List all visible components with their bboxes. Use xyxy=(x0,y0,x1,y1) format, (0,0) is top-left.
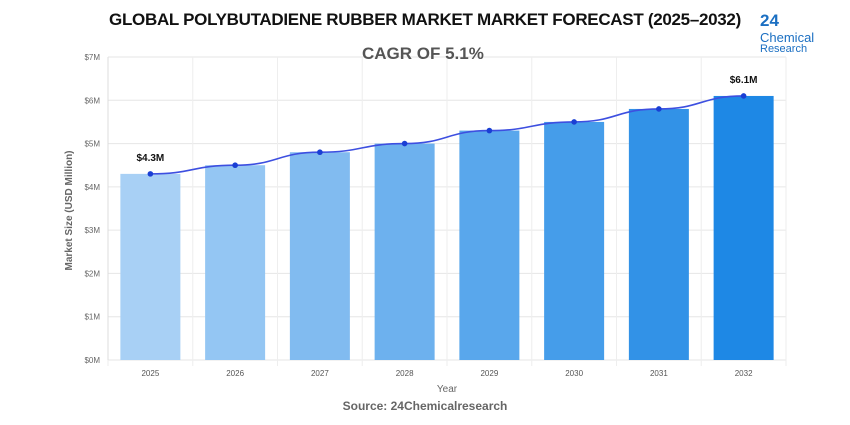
y-tick-label: $1M xyxy=(84,313,100,322)
x-tick-label: 2026 xyxy=(226,369,244,378)
x-tick-label: 2028 xyxy=(396,369,414,378)
bar-2025 xyxy=(120,173,181,360)
trend-point-2027 xyxy=(317,149,323,156)
x-axis-title: Year xyxy=(437,384,458,395)
chart-subtitle: CAGR OF 5.1% xyxy=(362,44,484,63)
logo: 24 Chemical Research xyxy=(760,10,814,55)
data-label: $6.1M xyxy=(730,75,758,86)
y-tick-label: $5M xyxy=(84,140,100,149)
trend-point-2026 xyxy=(232,162,238,169)
source-note: Source: 24Chemicalresearch xyxy=(342,399,508,413)
y-tick-label: $2M xyxy=(84,269,100,278)
data-label: $4.3M xyxy=(136,153,164,164)
bar-2032 xyxy=(713,95,774,360)
trend-point-2030 xyxy=(571,119,577,125)
trend-point-2032 xyxy=(740,93,747,99)
x-tick-label: 2027 xyxy=(311,369,329,378)
bar-2028 xyxy=(374,143,435,360)
x-tick-label: 2025 xyxy=(141,369,159,378)
trend-point-2031 xyxy=(656,106,662,112)
y-tick-label: $4M xyxy=(84,183,100,192)
logo-line2: Research xyxy=(760,43,808,55)
trend-point-2028 xyxy=(401,140,408,147)
bar-2027 xyxy=(289,152,350,360)
logo-line1: Chemical xyxy=(760,30,815,45)
x-tick-label: 2029 xyxy=(480,369,498,378)
x-tick-label: 2032 xyxy=(735,369,753,378)
trend-point-2025 xyxy=(147,171,154,177)
bar-2030 xyxy=(544,121,605,360)
y-axis-title: Market Size (USD Million) xyxy=(64,150,75,270)
bar-2029 xyxy=(459,130,520,360)
y-tick-label: $0M xyxy=(84,356,100,365)
y-tick-label: $7M xyxy=(84,53,100,62)
trend-line xyxy=(150,95,744,175)
logo-number: 24 xyxy=(760,11,779,30)
y-tick-label: $6M xyxy=(84,96,100,105)
y-tick-label: $3M xyxy=(84,226,100,235)
chart-title: GLOBAL POLYBUTADIENE RUBBER MARKET MARKE… xyxy=(109,10,741,29)
bar-2026 xyxy=(205,165,266,360)
x-tick-label: 2030 xyxy=(565,369,583,378)
trend-point-2029 xyxy=(486,127,493,134)
bar-2031 xyxy=(628,108,689,360)
x-tick-label: 2031 xyxy=(650,369,668,378)
